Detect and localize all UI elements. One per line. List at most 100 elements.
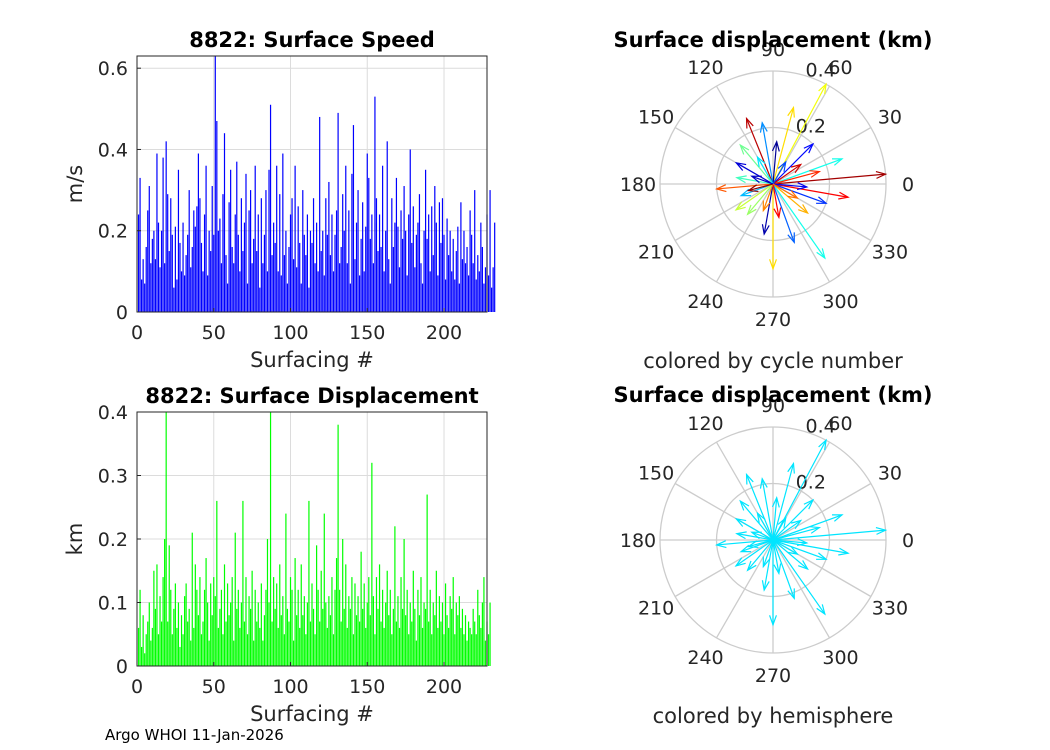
displacement-arrow bbox=[739, 143, 774, 185]
bar bbox=[141, 646, 143, 666]
bar bbox=[231, 246, 233, 312]
bar bbox=[415, 640, 417, 666]
bar bbox=[148, 186, 150, 312]
bar bbox=[157, 222, 160, 312]
bar bbox=[306, 602, 308, 666]
bar bbox=[153, 230, 155, 312]
x-tick-label: 200 bbox=[426, 676, 462, 698]
bar bbox=[286, 283, 289, 312]
bar bbox=[242, 251, 244, 312]
bar bbox=[332, 634, 335, 666]
displacement-arrow bbox=[735, 175, 774, 185]
bar bbox=[292, 259, 295, 312]
bar bbox=[480, 627, 482, 666]
bar bbox=[271, 621, 273, 666]
displacement-arrow bbox=[746, 183, 774, 193]
bar bbox=[489, 190, 491, 312]
bar bbox=[378, 564, 381, 666]
bar bbox=[478, 271, 480, 312]
bar bbox=[233, 263, 235, 312]
surface-displacement-chart: 0 50 100 150 200 0 0.1 0.2 0.3 0.4 8822: Surface … bbox=[63, 384, 491, 726]
bar bbox=[339, 263, 341, 312]
bar bbox=[144, 653, 146, 666]
y-tick-label: 0.2 bbox=[98, 221, 128, 243]
bar bbox=[190, 267, 192, 312]
bar bbox=[406, 589, 408, 666]
displacement-chart-title: 8822: Surface Displacement bbox=[145, 384, 478, 408]
bar bbox=[415, 234, 417, 312]
bar bbox=[283, 634, 285, 666]
bar bbox=[326, 234, 328, 312]
x-tick-label: 0 bbox=[131, 676, 143, 698]
displacement-arrow bbox=[772, 539, 850, 556]
displacement-vectors bbox=[714, 438, 888, 627]
displacement-arrow bbox=[714, 539, 774, 549]
bar bbox=[471, 634, 473, 666]
bar bbox=[176, 627, 178, 666]
bar bbox=[378, 214, 381, 312]
bar bbox=[245, 577, 247, 666]
bar bbox=[246, 634, 249, 666]
displacement-arrow bbox=[772, 160, 787, 185]
bar bbox=[185, 583, 187, 666]
bar bbox=[471, 234, 473, 312]
bar bbox=[260, 198, 262, 312]
bar bbox=[257, 214, 259, 312]
bar bbox=[182, 634, 184, 666]
displacement-arrow bbox=[756, 511, 774, 541]
bar bbox=[319, 621, 321, 666]
angle-tick-label: 0 bbox=[902, 530, 914, 552]
bar bbox=[392, 246, 394, 312]
bar bbox=[312, 608, 315, 666]
bar bbox=[477, 255, 479, 312]
bar bbox=[403, 539, 405, 666]
x-tick-label: 50 bbox=[202, 322, 226, 344]
bar bbox=[150, 640, 152, 666]
bar bbox=[285, 230, 287, 312]
bar bbox=[147, 210, 149, 312]
bar bbox=[280, 275, 282, 312]
bar bbox=[316, 545, 318, 666]
bar bbox=[185, 255, 187, 312]
bar bbox=[331, 577, 333, 666]
bar bbox=[328, 596, 330, 666]
bar bbox=[480, 222, 482, 312]
bar bbox=[328, 181, 330, 312]
bar bbox=[455, 251, 457, 312]
displacement-arrow bbox=[772, 183, 799, 199]
angle-tick-label: 330 bbox=[872, 598, 908, 620]
displacement-arrow bbox=[746, 539, 774, 572]
bar bbox=[303, 596, 305, 666]
bar bbox=[435, 222, 437, 312]
displacement-arrow bbox=[772, 183, 809, 215]
bar bbox=[248, 210, 250, 312]
angle-tick-label: 120 bbox=[687, 413, 723, 435]
bar bbox=[319, 116, 321, 312]
displacement-arrow bbox=[772, 539, 782, 576]
angle-tick-label: 150 bbox=[638, 107, 674, 129]
bar bbox=[429, 271, 431, 312]
bar bbox=[371, 214, 373, 312]
bar bbox=[349, 608, 351, 666]
bar bbox=[243, 222, 246, 312]
bar bbox=[213, 234, 215, 312]
bar bbox=[343, 608, 345, 666]
bar bbox=[432, 602, 434, 666]
bar bbox=[268, 169, 270, 312]
bar bbox=[386, 570, 388, 666]
bar bbox=[288, 621, 290, 666]
bar bbox=[249, 190, 252, 312]
bar bbox=[274, 242, 276, 312]
speed-x-axis-label: Surfacing # bbox=[250, 348, 374, 372]
displacement-arrow bbox=[756, 155, 774, 185]
bar bbox=[243, 621, 246, 666]
bar bbox=[179, 646, 181, 666]
bar bbox=[263, 234, 266, 312]
bar bbox=[249, 608, 252, 666]
displacement-arrow bbox=[762, 539, 774, 569]
bar bbox=[449, 230, 451, 312]
bar bbox=[460, 202, 462, 312]
bar bbox=[454, 634, 456, 666]
y-tick-label: 0.3 bbox=[98, 466, 128, 488]
displacement-arrow bbox=[772, 183, 795, 245]
